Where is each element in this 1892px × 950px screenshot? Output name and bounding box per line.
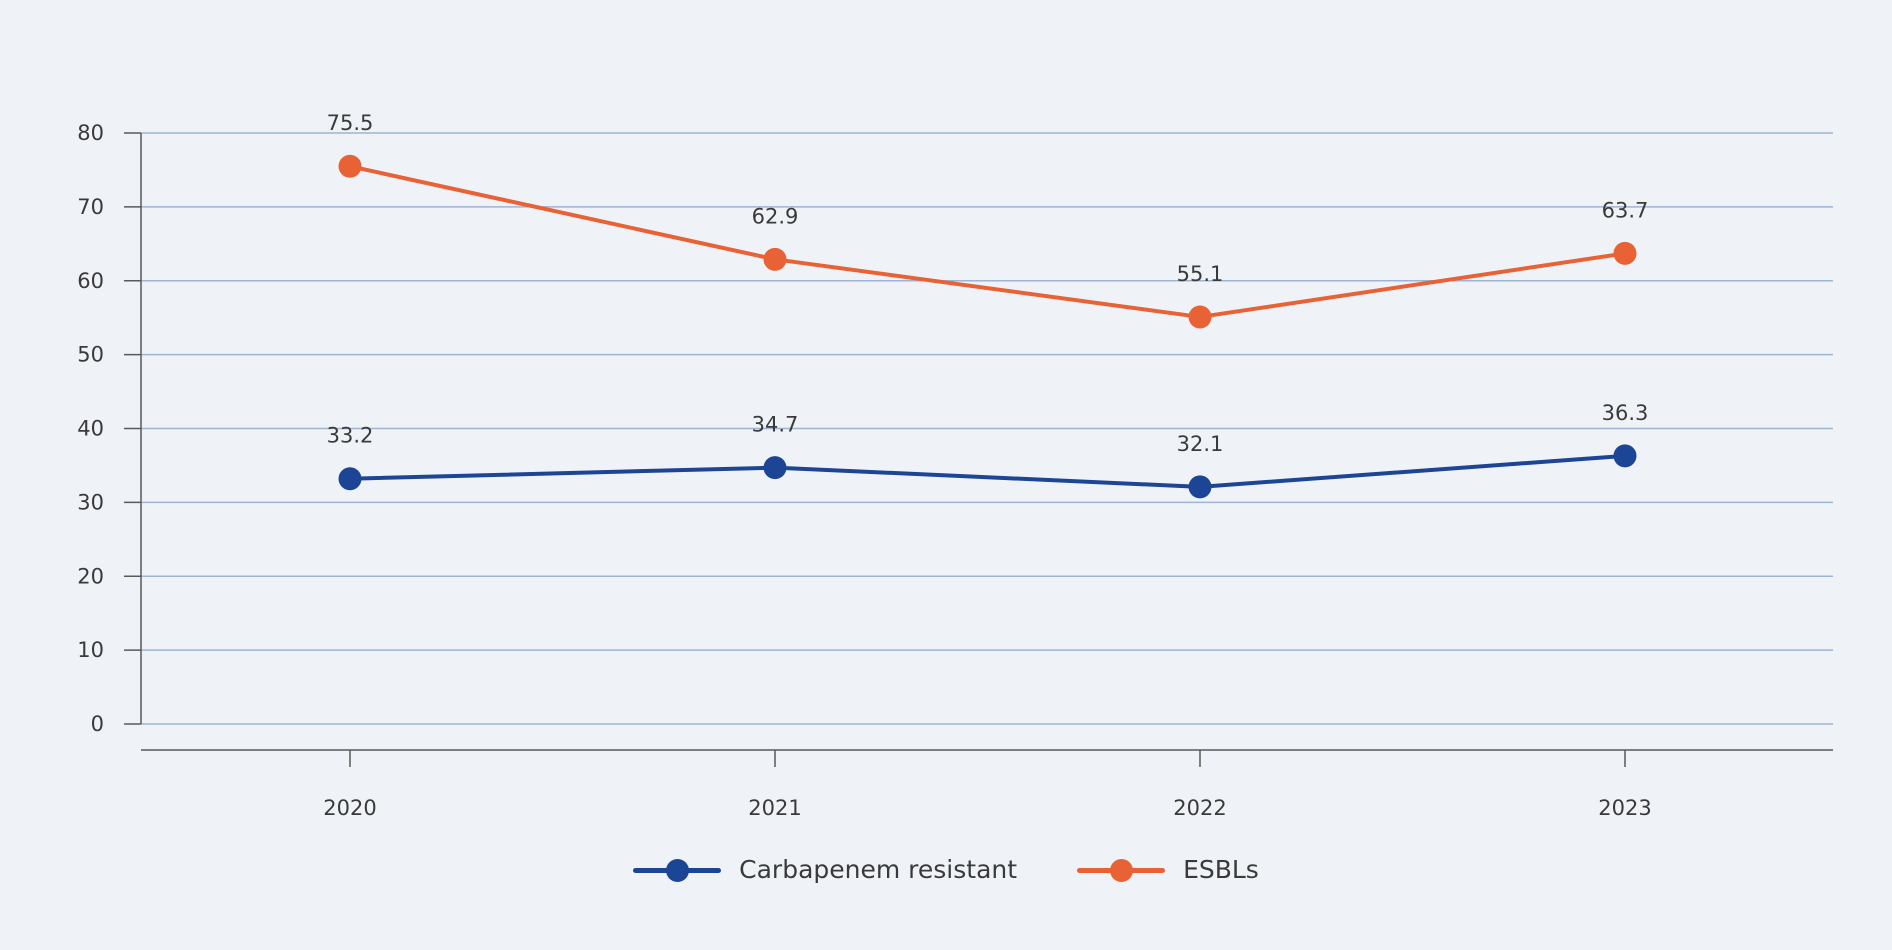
data-point	[1613, 444, 1637, 468]
data-label: 33.2	[327, 424, 374, 448]
y-tick-label: 40	[77, 417, 104, 441]
data-label: 55.1	[1177, 262, 1224, 286]
data-point	[1188, 475, 1212, 499]
data-point	[1188, 305, 1212, 329]
series-line	[349, 453, 1626, 489]
x-tick-label: 2021	[748, 796, 801, 820]
x-tick-label: 2020	[323, 796, 376, 820]
x-axis: 2020 2021 2022 2023	[141, 749, 1833, 820]
data-point	[1613, 241, 1637, 265]
data-label: 63.7	[1602, 198, 1649, 222]
legend-label: ESBLs	[1183, 855, 1259, 884]
y-tick-label: 60	[77, 269, 104, 293]
y-tick-label: 20	[77, 564, 104, 588]
data-label: 62.9	[752, 204, 799, 228]
legend-marker-icon	[1077, 858, 1166, 882]
y-tick-label: 50	[77, 343, 104, 367]
y-tick-label: 30	[77, 490, 104, 514]
data-label: 75.5	[327, 111, 374, 135]
legend: Carbapenem resistant ESBLs	[0, 855, 1892, 884]
y-tick-label: 80	[77, 121, 104, 145]
legend-item-esbls[interactable]: ESBLs	[1077, 855, 1259, 884]
y-tick-label: 10	[77, 638, 104, 662]
data-point	[338, 154, 362, 178]
data-label: 34.7	[752, 413, 799, 437]
legend-label: Carbapenem resistant	[739, 855, 1018, 884]
x-tick-label: 2023	[1598, 796, 1651, 820]
gridlines	[141, 132, 1833, 725]
data-label: 36.3	[1602, 401, 1649, 425]
y-tick-label: 0	[91, 712, 104, 736]
x-tick-label: 2022	[1173, 796, 1226, 820]
y-tick-label: 70	[77, 195, 104, 219]
data-label: 32.1	[1177, 432, 1224, 456]
series-line	[349, 164, 1626, 319]
legend-item-carbapenem[interactable]: Carbapenem resistant	[633, 855, 1017, 884]
data-point	[763, 456, 787, 480]
data-point	[338, 467, 362, 491]
legend-marker-icon	[633, 858, 722, 882]
series-group: 33.2 34.7 32.1 36.3 75.5 62.9 55.1 63.7	[327, 111, 1649, 499]
y-axis: 0 10 20 30 40 50 60 70 80	[77, 121, 142, 736]
data-point	[763, 247, 787, 271]
